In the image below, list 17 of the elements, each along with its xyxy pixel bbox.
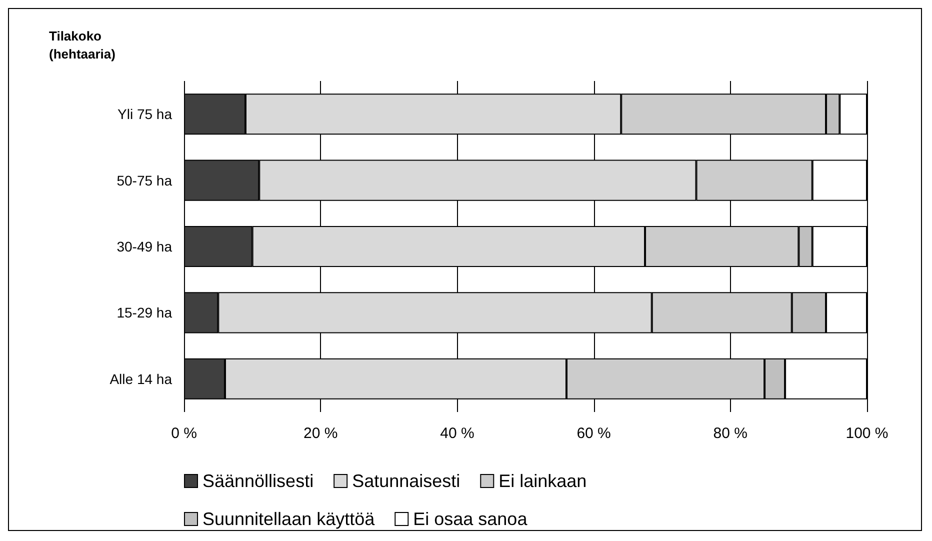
y-axis-title: Tilakoko (hehtaaria) [49,28,116,62]
x-tick-label: 40 % [440,425,474,442]
x-tick-label: 60 % [576,425,611,442]
y-tick-label: Alle 14 ha [110,370,172,387]
legend-label: Satunnaisesti [352,471,460,491]
legend-label: Ei lainkaan [498,471,587,491]
y-tick-label: 50-75 ha [116,172,172,188]
legend-label: Säännöllisesti [202,471,314,491]
legend-label: Suunnitellaan käyttöä [202,509,376,529]
x-tick-label: 80 % [713,425,748,442]
y-tick-label: 15-29 ha [116,304,172,321]
x-tick-label: 20 % [304,425,338,442]
x-tick-label: 0 % [171,425,197,442]
y-tick-label: Yli 75 ha [118,106,172,122]
y-tick-label: 30-49 ha [116,238,172,254]
x-tick-label: 100 % [846,425,888,442]
legend-label: Ei osaa sanoa [413,509,528,529]
